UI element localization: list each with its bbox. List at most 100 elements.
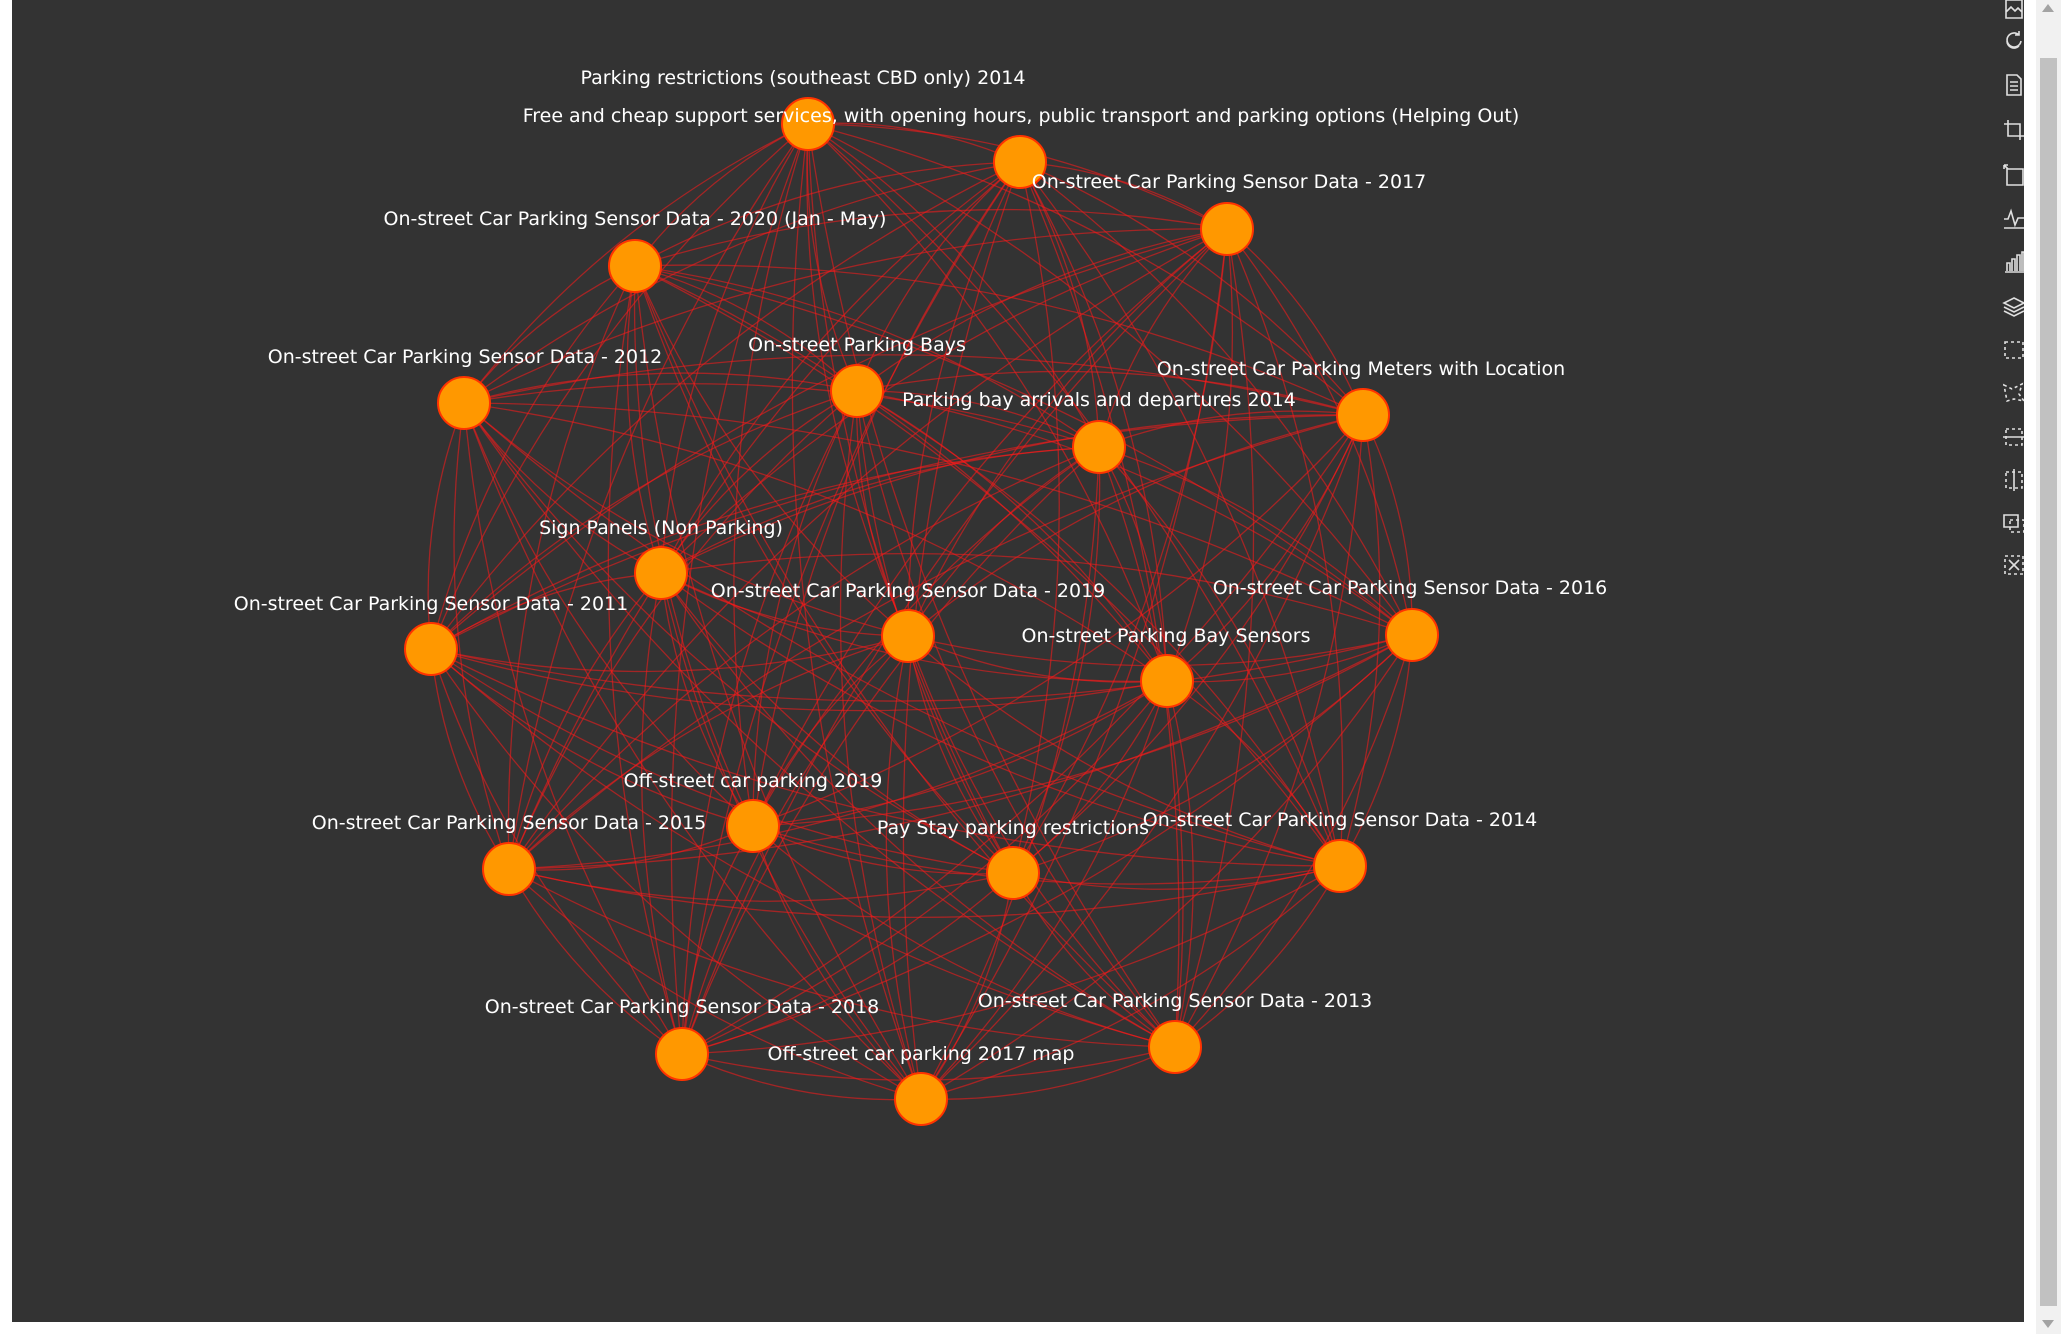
zoom-reset-button[interactable] [1992,157,2024,191]
graph-edge [907,635,1176,1048]
graph-edge [681,1053,922,1101]
graph-edge [463,161,1021,404]
graph-node[interactable] [437,376,491,430]
graph-node[interactable] [726,799,780,853]
graph-node[interactable] [608,239,662,293]
graph-edge [508,123,809,870]
graph-edge [660,414,1364,574]
graph-edge [1098,446,1413,636]
graph-node[interactable] [881,609,935,663]
network-graph[interactable]: Parking restrictions (southeast CBD only… [12,0,2024,1322]
restore-button[interactable] [1992,24,2024,58]
graph-edge [463,372,858,404]
graph-edge [752,228,1228,827]
graph-edge [907,635,1341,867]
scroll-down-arrow-icon[interactable] [2042,1320,2054,1328]
node-label: Sign Panels (Non Parking) [539,517,783,539]
graph-edge [1019,161,1364,416]
polygon-select-button[interactable] [1992,376,2024,410]
bar-chart-icon [2005,251,2024,273]
node-label: Parking restrictions (southeast CBD only… [581,67,1026,89]
graph-node[interactable] [655,1027,709,1081]
rect-select-button[interactable] [1992,333,2024,367]
graph-node[interactable] [1385,608,1439,662]
graph-edge [660,123,809,574]
graph-edge [856,370,1364,416]
edges-layer [427,122,1413,1101]
clear-selection-button[interactable] [1992,548,2024,582]
graph-edge [660,228,1228,574]
bar-chart-button[interactable] [1992,245,2024,279]
keep-selection-button[interactable] [1992,506,2024,540]
graph-edge [920,680,1168,1100]
graph-edge [634,265,1341,867]
graph-edge [681,634,1413,1055]
node-label: On-street Car Parking Sensor Data - 2012 [268,346,663,368]
node-label: On-street Car Parking Sensor Data - 2011 [234,593,629,615]
zoom-reset-icon [2003,164,2024,186]
line-y-select-button[interactable] [1992,463,2024,497]
graph-node[interactable] [1313,839,1367,893]
graph-node[interactable] [1200,202,1254,256]
graph-edge [508,634,1413,870]
graph-edge [508,635,909,870]
graph-edge [1019,161,1228,230]
graph-node[interactable] [830,364,884,418]
data-view-icon [2006,74,2022,96]
scrollbar-thumb[interactable] [2040,58,2057,1306]
graph-edge [430,648,1168,712]
zoom-button[interactable] [1992,113,2024,147]
nodes-layer [404,97,1439,1126]
graph-edge [634,265,1014,874]
graph-edge [907,228,1228,637]
line-chart-button[interactable] [1992,201,2024,235]
graph-edge [660,161,1021,574]
graph-edge [807,123,1413,636]
line-x-select-button[interactable] [1992,420,2024,454]
graph-edge [1019,161,1100,448]
graph-edge [752,825,1341,885]
graph-node[interactable] [781,97,835,151]
node-label: On-street Car Parking Sensor Data - 2016 [1213,577,1608,599]
graph-edge [634,161,1021,267]
graph-node[interactable] [986,846,1040,900]
graph-edge [791,123,922,1100]
graph-node[interactable] [1336,388,1390,442]
graph-edge [752,825,1014,875]
scroll-up-arrow-icon[interactable] [2042,4,2054,12]
graph-edge [681,161,1021,1055]
graph-edge [660,552,1413,636]
graph-edge [660,572,909,637]
data-view-button[interactable] [1992,68,2024,102]
graph-node[interactable] [404,622,458,676]
graph-node[interactable] [1148,1020,1202,1074]
vertical-scrollbar[interactable] [2036,0,2061,1334]
node-label: On-street Car Parking Sensor Data - 2018 [485,996,880,1018]
node-label: On-street Car Parking Sensor Data - 2013 [978,990,1373,1012]
graph-edge [463,402,683,1055]
graph-edge [634,265,858,392]
graph-edge [1019,161,1413,636]
stack-button[interactable] [1992,290,2024,324]
graph-edge [463,354,1364,416]
graph-edge [660,390,858,574]
graph-node[interactable] [894,1072,948,1126]
graph-edge [1174,865,1341,1048]
graph-edge [856,390,1176,1048]
keep-selection-icon [2003,514,2024,533]
save-image-button[interactable] [1992,0,2024,26]
graph-node[interactable] [1140,654,1194,708]
graph-edge [856,390,1413,636]
graph-node[interactable] [634,546,688,600]
graph-node[interactable] [482,842,536,896]
graph-edge [463,123,809,404]
line-y-select-icon [2005,469,2023,491]
node-label: On-street Car Parking Meters with Locati… [1157,358,1565,380]
graph-node[interactable] [1072,420,1126,474]
node-label: On-street Parking Bays [748,334,966,356]
graph-node[interactable] [993,135,1047,189]
graph-edge [453,402,510,870]
graph-edge [920,446,1100,1100]
graph-edge [634,264,1364,416]
